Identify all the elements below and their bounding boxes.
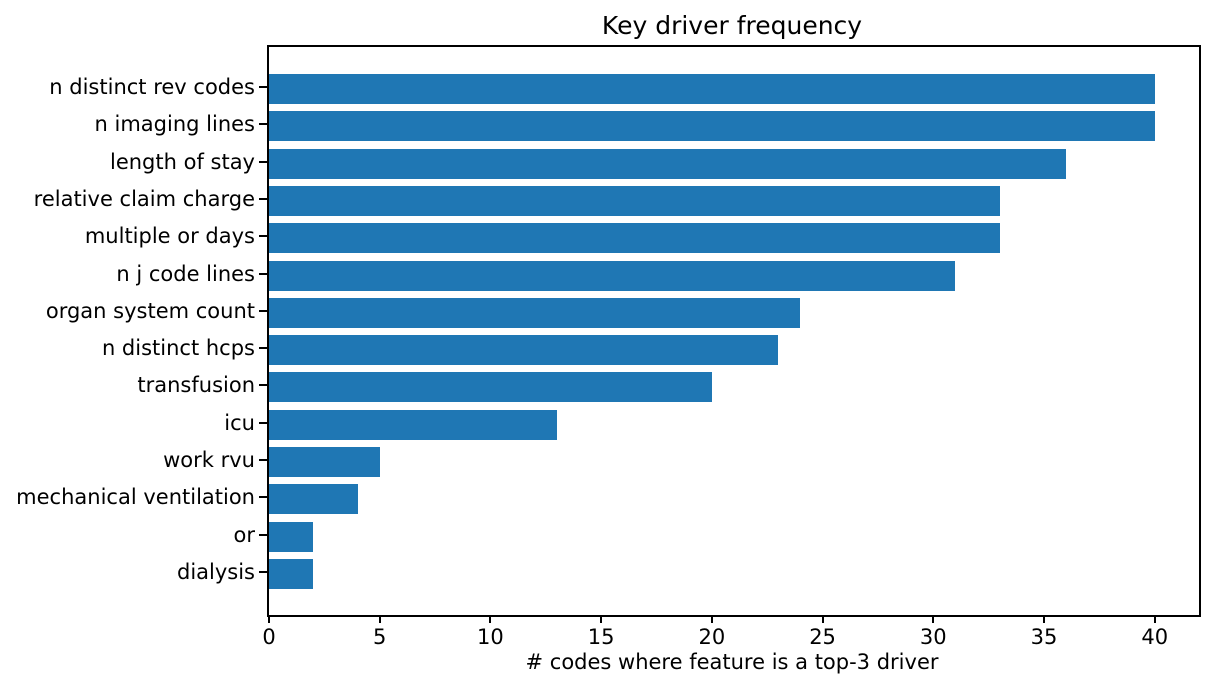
y-tick-mark — [259, 197, 267, 200]
bar — [269, 521, 314, 552]
y-tick-label: or — [233, 522, 255, 547]
chart-title: Key driver frequency — [601, 11, 863, 40]
y-tick-label: work rvu — [163, 448, 255, 472]
y-tick-label: multiple or days — [84, 224, 255, 249]
y-tick-mark — [259, 160, 267, 163]
y-tick-mark — [259, 384, 267, 387]
x-axis-label: # codes where feature is a top-3 driver — [525, 650, 939, 674]
y-tick-label: mechanical ventilation — [16, 485, 255, 510]
x-tick-mark — [821, 615, 824, 623]
bar — [269, 558, 314, 589]
x-tick-label: 10 — [477, 625, 504, 649]
x-tick-label: 40 — [1141, 625, 1169, 649]
bar — [269, 409, 557, 440]
y-tick-mark — [259, 123, 267, 126]
y-tick-label: relative claim charge — [33, 186, 255, 211]
bar — [269, 447, 380, 477]
x-tick-label: 20 — [698, 625, 726, 649]
y-tick-mark — [259, 235, 267, 238]
bar — [269, 185, 1000, 216]
x-tick-label: 15 — [587, 625, 615, 649]
y-tick-mark — [259, 533, 267, 536]
bar — [269, 223, 1000, 254]
y-tick-label: icu — [224, 410, 255, 435]
y-tick-mark — [259, 272, 267, 275]
bar — [269, 484, 358, 515]
bar — [269, 111, 1155, 142]
x-tick-mark — [489, 615, 492, 623]
x-tick-mark — [932, 615, 935, 623]
y-tick-label: n j code lines — [116, 261, 255, 286]
y-tick-mark — [259, 86, 267, 88]
x-tick-label: 5 — [373, 625, 387, 649]
x-tick-label: 0 — [262, 625, 276, 649]
x-tick-label: 35 — [1030, 625, 1058, 649]
y-tick-label: transfusion — [137, 373, 255, 398]
x-tick-mark — [1153, 615, 1156, 623]
x-tick-mark — [600, 615, 603, 623]
y-tick-label: length of stay — [109, 149, 255, 174]
y-tick-label: n imaging lines — [94, 112, 255, 137]
y-tick-mark — [259, 459, 267, 461]
x-tick-mark — [710, 615, 713, 623]
y-tick-mark — [259, 570, 267, 573]
y-tick-label: n distinct hcps — [101, 336, 255, 361]
y-tick-mark — [259, 309, 267, 312]
y-tick-label: organ system count — [45, 298, 255, 323]
y-tick-mark — [259, 496, 267, 499]
x-tick-label: 25 — [809, 625, 836, 649]
y-tick-mark — [259, 421, 267, 424]
y-tick-label: dialysis — [176, 559, 255, 584]
bar — [269, 260, 956, 291]
bar — [269, 74, 1155, 104]
x-tick-mark — [1043, 615, 1045, 623]
plot-area — [267, 45, 1201, 617]
x-tick-mark — [268, 615, 270, 623]
y-tick-label: n distinct rev codes — [49, 75, 255, 99]
bar — [269, 297, 801, 328]
x-tick-label: 30 — [919, 625, 947, 649]
bar — [269, 335, 779, 366]
bar — [269, 148, 1067, 179]
bar — [269, 372, 712, 403]
y-tick-mark — [259, 347, 267, 350]
x-tick-mark — [378, 615, 381, 623]
